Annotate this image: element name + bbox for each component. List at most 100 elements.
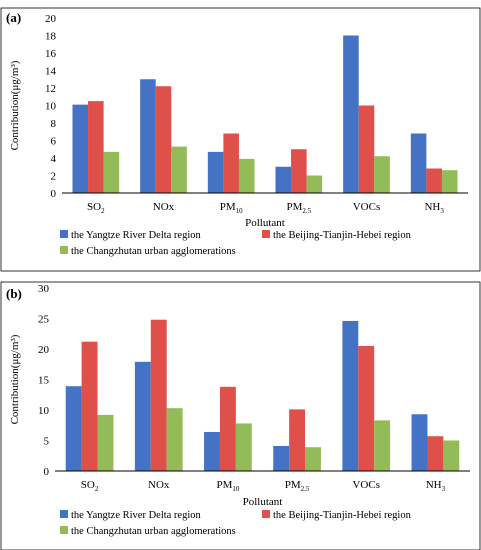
y-tick-label: 15: [38, 375, 50, 387]
legend-label: the Yangtze River Delta region: [71, 510, 202, 521]
bar: [238, 158, 255, 193]
bar: [223, 133, 239, 193]
y-axis-label: Contribution(μg/m³): [9, 334, 21, 424]
legend-swatch: [262, 510, 270, 518]
chart-panel-b: (b) 0 5 10 15 20 25 30 Contribution(μg/m³) SO2 NOx…: [0, 281, 481, 550]
y-tick-label: 2: [51, 171, 57, 183]
y-tick-label: 25: [38, 314, 50, 326]
x-tick-label: NOx: [148, 479, 170, 491]
panel-label: (b): [6, 286, 22, 301]
bar: [273, 445, 290, 471]
bar: [343, 35, 359, 193]
bar: [411, 414, 428, 471]
bar: [134, 361, 151, 471]
x-tick-label: NH3: [426, 479, 446, 493]
x-axis-label: Pollutant: [243, 496, 283, 508]
bar: [97, 414, 114, 471]
y-tick-label: 0: [44, 466, 50, 478]
bar: [291, 149, 307, 193]
bar: [305, 447, 321, 471]
bar: [426, 168, 442, 193]
y-tick-label: 5: [44, 436, 50, 448]
bar: [235, 423, 252, 471]
legend-label: the Beijing-Tianjin-Hebei region: [273, 510, 412, 521]
legend-label: the Yangtze River Delta region: [71, 230, 202, 241]
bar: [171, 146, 187, 193]
chart-frame: [0, 7, 481, 272]
y-tick-label: 10: [38, 405, 50, 417]
y-tick-label: 14: [45, 66, 57, 78]
bar: [65, 386, 82, 471]
x-tick-label-base: VOCs: [352, 479, 380, 491]
y-tick-label: 16: [45, 48, 57, 60]
bar: [88, 101, 104, 193]
x-tick-label-base: NOx: [148, 479, 170, 491]
y-tick-label: 30: [38, 283, 50, 295]
bar: [306, 175, 323, 193]
x-tick-label: SO2: [81, 479, 99, 493]
bar: [427, 436, 444, 471]
bar: [81, 341, 98, 471]
x-tick-label: SO2: [87, 201, 105, 215]
legend-swatch: [60, 510, 68, 518]
chart-frame: [0, 281, 481, 550]
x-tick-label: PM10: [216, 479, 239, 493]
bar: [204, 431, 220, 471]
x-tick-label-base: VOCs: [353, 201, 381, 213]
bar: [103, 151, 120, 193]
bar: [72, 104, 89, 193]
bar: [374, 420, 391, 471]
x-tick-label-subscript: 10: [232, 485, 240, 493]
x-tick-label-base: SO: [87, 201, 101, 213]
bar: [219, 386, 236, 471]
x-tick-label-base: PM: [285, 479, 301, 491]
y-tick-label: 12: [45, 83, 56, 95]
legend-swatch: [262, 230, 270, 238]
bar: [155, 86, 172, 193]
x-tick-label: NOx: [153, 201, 175, 213]
y-tick-label: 20: [45, 13, 57, 25]
x-tick-label-base: SO: [81, 479, 95, 491]
x-tick-label-base: NH: [426, 479, 442, 491]
y-tick-label: 6: [51, 136, 57, 148]
x-tick-label-subscript: 2: [95, 485, 99, 493]
legend-label: the Changzhutan urban agglomerations: [71, 526, 236, 537]
x-tick-label-subscript: 2.5: [301, 485, 310, 493]
x-axis-label: Pollutant: [245, 217, 285, 229]
x-tick-label-base: PM: [287, 201, 303, 213]
x-tick-label-base: NH: [424, 201, 440, 213]
x-tick-label-subscript: 2.5: [302, 207, 311, 215]
bar: [289, 409, 306, 471]
y-tick-label: 8: [51, 118, 57, 130]
bar: [443, 440, 460, 471]
legend-swatch: [60, 246, 68, 254]
y-tick-label: 10: [45, 101, 57, 113]
chart-panel-a: (a) 0 2 4 6 8 10 12 14 16 18 20 Contribution(μg/m³) S…: [0, 7, 481, 272]
x-tick-label-base: NOx: [153, 201, 175, 213]
y-axis-label: Contribution(μg/m³): [9, 60, 21, 150]
legend-label: the Beijing-Tianjin-Hebei region: [273, 230, 412, 241]
legend-swatch: [60, 230, 68, 238]
bar: [374, 156, 390, 193]
bar: [342, 320, 359, 471]
legend-swatch: [60, 526, 68, 534]
x-tick-label: PM2.5: [287, 201, 312, 215]
x-tick-label: VOCs: [352, 479, 380, 491]
bar: [358, 345, 375, 471]
bar: [275, 166, 292, 193]
x-tick-label: PM2.5: [285, 479, 310, 493]
bar: [140, 79, 156, 193]
y-tick-label: 0: [51, 188, 57, 200]
y-tick-label: 18: [45, 31, 57, 43]
bar: [150, 319, 167, 471]
x-tick-label: PM10: [220, 201, 243, 215]
bar: [207, 151, 224, 193]
x-tick-label-subscript: 3: [440, 207, 444, 215]
x-tick-label-subscript: 10: [236, 207, 244, 215]
bar: [166, 408, 183, 471]
x-tick-label: NH3: [424, 201, 444, 215]
x-tick-label-subscript: 3: [442, 485, 446, 493]
x-tick-label-base: PM: [216, 479, 232, 491]
x-tick-label-base: PM: [220, 201, 236, 213]
